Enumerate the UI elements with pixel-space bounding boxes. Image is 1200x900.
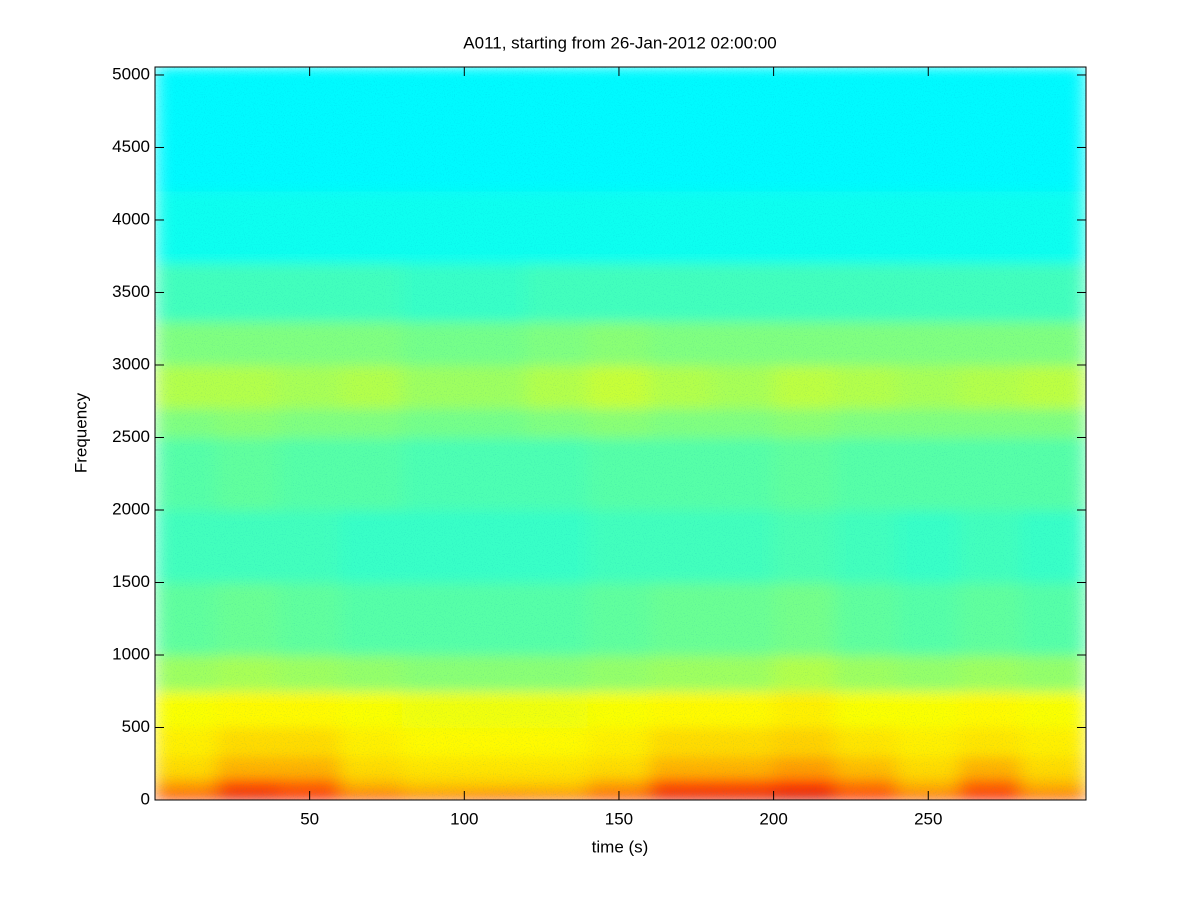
y-tick-label: 1500 xyxy=(112,572,150,591)
y-tick-label: 4500 xyxy=(112,137,150,156)
y-axis-label: Frequency xyxy=(71,392,90,473)
noise-texture xyxy=(155,67,1086,800)
y-tick-label: 0 xyxy=(141,789,150,808)
y-tick-label: 3000 xyxy=(112,354,150,373)
y-tick-label: 2000 xyxy=(112,499,150,518)
x-tick-label: 150 xyxy=(605,809,633,828)
x-axis-label: time (s) xyxy=(592,837,649,856)
x-tick-label: 50 xyxy=(300,809,319,828)
x-tick-label: 100 xyxy=(450,809,478,828)
y-tick-label: 4000 xyxy=(112,209,150,228)
x-tick-label: 250 xyxy=(914,809,942,828)
y-tick-label: 3500 xyxy=(112,282,150,301)
y-tick-label: 1000 xyxy=(112,644,150,663)
chart-title: A011, starting from 26-Jan-2012 02:00:00 xyxy=(463,33,776,52)
y-tick-label: 5000 xyxy=(112,64,150,83)
x-tick-label: 200 xyxy=(759,809,787,828)
y-tick-label: 2500 xyxy=(112,427,150,446)
plot-frame xyxy=(154,66,1087,801)
y-tick-label: 500 xyxy=(122,717,150,736)
